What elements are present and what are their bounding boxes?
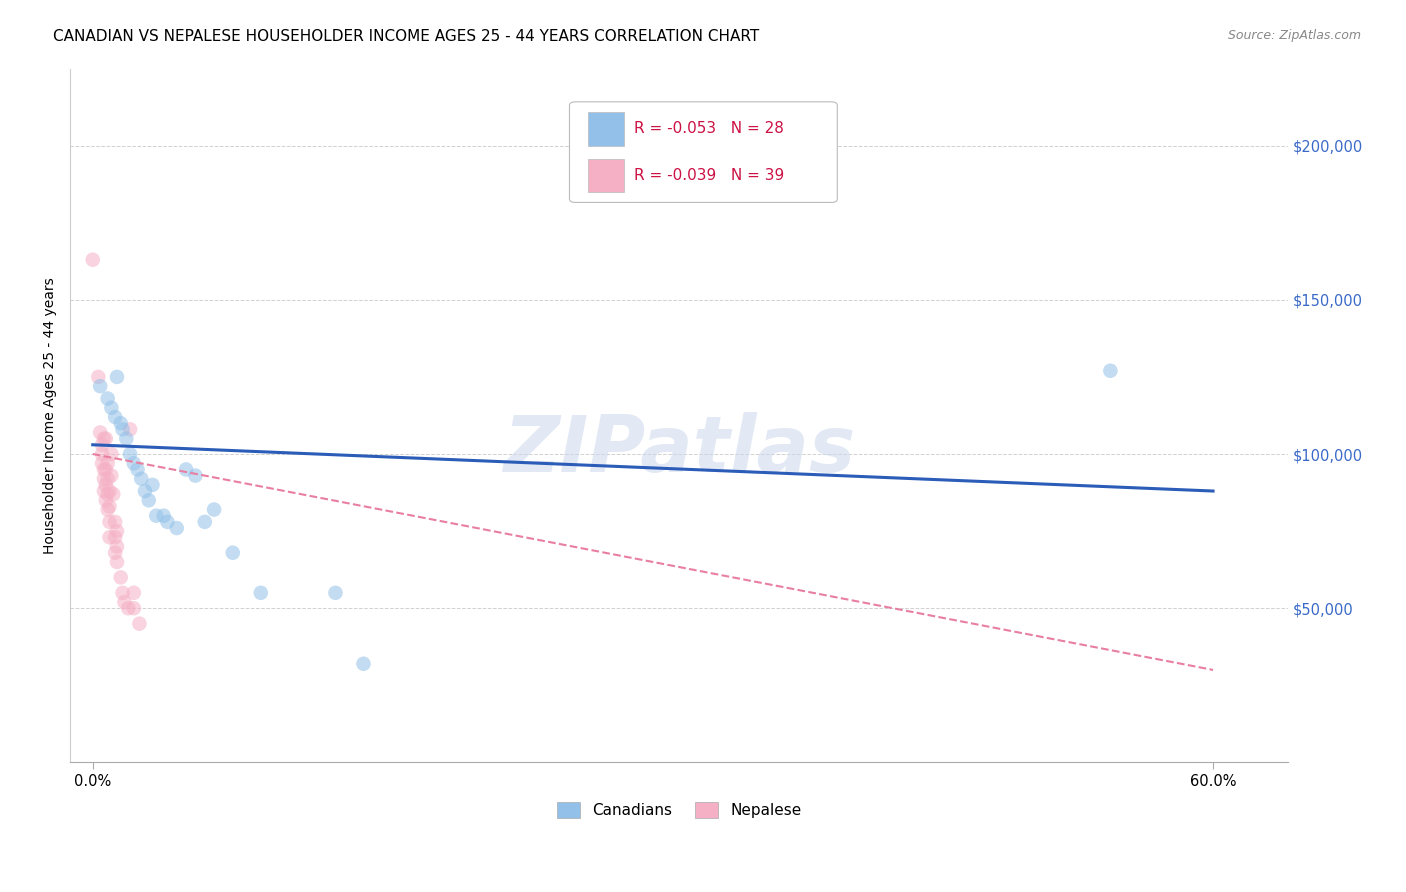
- Point: [97, 472, 120, 486]
- Point: [120, 422, 142, 436]
- Point: [98, 530, 121, 544]
- Point: [152, 508, 174, 523]
- Point: [145, 508, 167, 523]
- Point: [91, 438, 114, 452]
- Point: [128, 616, 150, 631]
- Point: [174, 462, 197, 476]
- Point: [156, 515, 179, 529]
- Text: R = -0.039   N = 39: R = -0.039 N = 39: [634, 168, 785, 183]
- Point: [104, 410, 127, 425]
- Point: [353, 657, 375, 671]
- Point: [202, 502, 225, 516]
- Point: [100, 468, 122, 483]
- Point: [97, 392, 120, 406]
- Point: [94, 493, 117, 508]
- Point: [122, 601, 145, 615]
- FancyBboxPatch shape: [569, 102, 838, 202]
- Point: [122, 586, 145, 600]
- FancyBboxPatch shape: [588, 112, 624, 145]
- Point: [166, 521, 188, 535]
- Point: [103, 487, 125, 501]
- FancyBboxPatch shape: [588, 159, 624, 192]
- Legend: Canadians, Nepalese: Canadians, Nepalese: [551, 796, 807, 824]
- Point: [94, 462, 117, 476]
- Point: [120, 447, 142, 461]
- Point: [111, 422, 134, 436]
- Point: [104, 515, 127, 529]
- Point: [104, 546, 127, 560]
- Point: [325, 586, 347, 600]
- Point: [110, 570, 132, 584]
- Text: R = -0.053   N = 28: R = -0.053 N = 28: [634, 121, 785, 136]
- Point: [93, 483, 115, 498]
- Point: [1099, 364, 1122, 378]
- Point: [94, 478, 117, 492]
- Point: [104, 530, 127, 544]
- Point: [222, 546, 245, 560]
- Point: [91, 447, 114, 461]
- Point: [93, 472, 115, 486]
- Point: [97, 456, 120, 470]
- Point: [138, 493, 160, 508]
- Point: [82, 252, 104, 267]
- Text: ZIPatlas: ZIPatlas: [503, 412, 855, 488]
- Point: [89, 379, 111, 393]
- Y-axis label: Householder Income Ages 25 - 44 years: Householder Income Ages 25 - 44 years: [44, 277, 58, 554]
- Point: [100, 447, 122, 461]
- Point: [127, 462, 149, 476]
- Point: [249, 586, 271, 600]
- Point: [98, 515, 121, 529]
- Point: [114, 595, 136, 609]
- Point: [94, 432, 117, 446]
- Point: [111, 586, 134, 600]
- Point: [98, 483, 121, 498]
- Point: [122, 456, 145, 470]
- Point: [87, 370, 110, 384]
- Point: [97, 487, 120, 501]
- Point: [97, 502, 120, 516]
- Point: [105, 370, 128, 384]
- Point: [141, 478, 163, 492]
- Point: [194, 515, 217, 529]
- Point: [91, 456, 114, 470]
- Point: [105, 524, 128, 538]
- Point: [89, 425, 111, 440]
- Point: [105, 555, 128, 569]
- Text: Source: ZipAtlas.com: Source: ZipAtlas.com: [1227, 29, 1361, 42]
- Point: [115, 432, 138, 446]
- Point: [93, 432, 115, 446]
- Point: [100, 401, 122, 415]
- Point: [129, 472, 152, 486]
- Text: CANADIAN VS NEPALESE HOUSEHOLDER INCOME AGES 25 - 44 YEARS CORRELATION CHART: CANADIAN VS NEPALESE HOUSEHOLDER INCOME …: [53, 29, 759, 44]
- Point: [117, 601, 139, 615]
- Point: [134, 483, 156, 498]
- Point: [110, 416, 132, 430]
- Point: [184, 468, 207, 483]
- Point: [93, 462, 115, 476]
- Point: [98, 500, 121, 514]
- Point: [105, 540, 128, 554]
